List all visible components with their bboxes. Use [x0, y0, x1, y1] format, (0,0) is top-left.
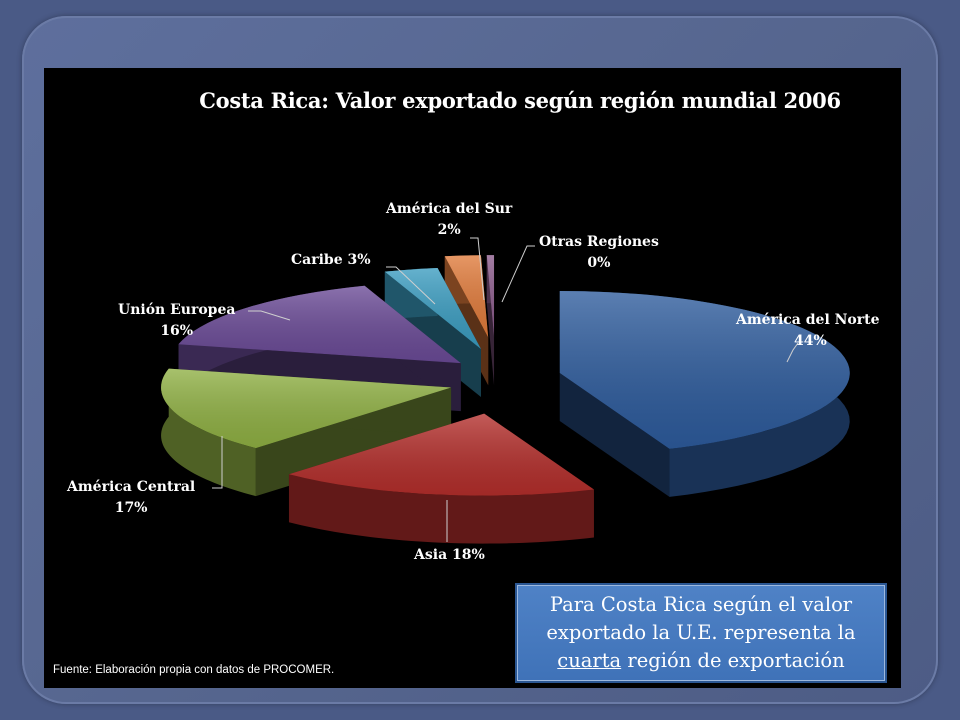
- label-norte: América del Norte 44%: [736, 310, 880, 352]
- leader-line-caribe: [386, 266, 436, 305]
- callout-emphasis: cuarta: [557, 649, 622, 672]
- pie-slice-gloss-6: [486, 255, 495, 338]
- label-central-pct: 17%: [114, 500, 148, 516]
- label-sur: América del Sur 2%: [386, 199, 512, 241]
- label-caribe: Caribe 3%: [291, 252, 371, 268]
- callout-line-2: exportado la U.E. representa la: [546, 621, 856, 644]
- pie-slice-gloss-5: [444, 255, 489, 338]
- callout-box: Para Costa Rica según el valor exportado…: [515, 583, 887, 683]
- pie-slice-gloss-3: [178, 285, 461, 364]
- pie-slice-0: [559, 291, 850, 497]
- chart-title: Costa Rica: Valor exportado según región…: [199, 88, 841, 113]
- label-ue-pct: 16%: [160, 323, 194, 339]
- label-otras: Otras Regiones 0%: [539, 232, 659, 274]
- label-otras-name: Otras Regiones: [539, 234, 659, 250]
- label-norte-pct: 44%: [794, 333, 827, 349]
- pie-slice-5: [444, 255, 489, 386]
- pie-slice-gloss-2: [161, 368, 452, 449]
- label-ue: Unión Europea 16%: [118, 300, 235, 342]
- pie-slices: [161, 255, 850, 544]
- pie-slice-wall-1: [288, 474, 594, 544]
- leader-line-norte: [786, 342, 799, 363]
- label-central: América Central 17%: [67, 477, 195, 519]
- leader-line-central: [212, 436, 223, 489]
- label-asia: Asia 18%: [414, 547, 485, 563]
- pie-slice-wall-2: [161, 368, 256, 497]
- label-ue-name: Unión Europea: [118, 302, 236, 318]
- source-note: Fuente: Elaboración propia con datos de …: [53, 664, 335, 676]
- leader-lines: [212, 237, 799, 542]
- label-central-name: América Central: [67, 479, 196, 495]
- pie-slice-2: [161, 368, 452, 497]
- leader-line-ue: [248, 310, 291, 321]
- callout-line-3: cuarta región de exportación: [517, 647, 885, 675]
- label-norte-name: América del Norte: [736, 312, 880, 328]
- pie-slice-1: [288, 413, 594, 544]
- leader-line-sur: [470, 237, 485, 301]
- pie-slice-gloss-4: [384, 267, 481, 350]
- pie-slice-gloss-0: [559, 291, 850, 449]
- label-sur-name: América del Sur: [386, 201, 513, 217]
- pie-slice-gloss-1: [288, 413, 594, 496]
- label-sur-pct: 2%: [437, 222, 461, 238]
- callout-line-1: Para Costa Rica según el valor: [549, 593, 853, 616]
- pie-slice-side-0-1: [559, 373, 670, 497]
- label-otras-pct: 0%: [587, 255, 611, 271]
- pie-slice-6: [486, 255, 495, 386]
- leader-line-otras: [501, 245, 535, 303]
- callout-line-3-rest: región de exportación: [621, 649, 845, 672]
